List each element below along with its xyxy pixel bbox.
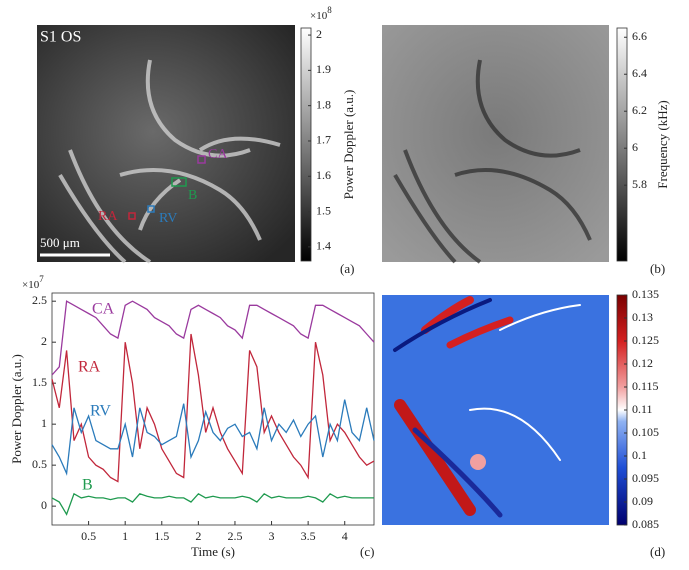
multiplier: ×107 bbox=[22, 274, 44, 290]
x-tick-label: 2.5 bbox=[227, 529, 242, 543]
colorbar-tick-label: 1.8 bbox=[316, 97, 331, 111]
series-line bbox=[51, 399, 375, 476]
roi-label: RV bbox=[159, 211, 177, 226]
y-tick-label: 0 bbox=[41, 498, 47, 512]
roi-b bbox=[171, 177, 187, 187]
multiplier-exponent: 8 bbox=[327, 5, 332, 15]
panel-label: (a) bbox=[340, 261, 354, 276]
series-line bbox=[51, 333, 375, 483]
colorbar-tick-label: 0.12 bbox=[632, 356, 653, 370]
roi-label: RA bbox=[98, 209, 118, 224]
colorbar-tick-label: 6.4 bbox=[632, 66, 647, 80]
colorbar-tick-label: 1.6 bbox=[316, 168, 331, 182]
panel-label: (b) bbox=[650, 261, 665, 276]
multiplier-base: ×10 bbox=[310, 10, 328, 22]
scale-bar-label: 500 μm bbox=[40, 235, 80, 250]
roi-rv bbox=[147, 205, 155, 213]
x-tick-label: 1 bbox=[122, 529, 128, 543]
colorbar-tick-label: 0.085 bbox=[632, 517, 659, 531]
x-axis-label: Time (s) bbox=[191, 544, 235, 559]
series-label: B bbox=[82, 477, 93, 494]
y-tick-label: 1 bbox=[41, 416, 47, 430]
multiplier-exponent: 7 bbox=[39, 274, 44, 284]
y-tick-label: 0.5 bbox=[32, 457, 47, 471]
series-label: RA bbox=[78, 359, 101, 376]
colorbar-tick-label: 6.6 bbox=[632, 29, 647, 43]
series-label: RV bbox=[90, 403, 111, 420]
series-line bbox=[51, 300, 375, 376]
colorbar bbox=[300, 27, 312, 262]
colorbar-tick-label: 0.13 bbox=[632, 310, 653, 324]
multiplier: ×108 bbox=[310, 5, 332, 21]
image-title: S1 OS bbox=[40, 29, 81, 46]
colorbar-tick-label: 1.4 bbox=[316, 239, 331, 253]
colorbar-label: Frequency (kHz) bbox=[655, 100, 670, 188]
y-tick-label: 1.5 bbox=[32, 375, 47, 389]
colorbar-tick-label: 0.09 bbox=[632, 494, 653, 508]
colorbar-label: Power Doppler (a.u.) bbox=[341, 90, 356, 200]
colorbar-tick-label: 6 bbox=[632, 140, 638, 154]
image-d bbox=[382, 295, 609, 525]
colorbar-tick-label: 0.1 bbox=[632, 448, 647, 462]
colorbar-tick-label: 0.095 bbox=[632, 471, 659, 485]
panel-label: (c) bbox=[360, 544, 374, 559]
colorbar-tick-label: 0.125 bbox=[632, 333, 659, 347]
colorbar-tick-label: 2 bbox=[316, 27, 322, 41]
x-tick-label: 0.5 bbox=[81, 529, 96, 543]
colorbar-tick-label: 1.7 bbox=[316, 133, 331, 147]
x-tick-label: 2 bbox=[195, 529, 201, 543]
x-tick-label: 3 bbox=[269, 529, 275, 543]
panel-label: (d) bbox=[650, 544, 665, 559]
roi-label: B bbox=[188, 188, 197, 203]
colorbar-tick-label: 1.9 bbox=[316, 62, 331, 76]
series-label: CA bbox=[92, 301, 115, 318]
colorbar-tick-label: 5.8 bbox=[632, 177, 647, 191]
roi-ca bbox=[197, 155, 206, 164]
colorbar-tick-label: 0.115 bbox=[632, 379, 659, 393]
x-tick-label: 4 bbox=[342, 529, 348, 543]
series-line bbox=[51, 492, 374, 516]
image-b bbox=[382, 25, 609, 264]
colorbar-tick-label: 0.135 bbox=[632, 287, 659, 301]
roi-ra bbox=[128, 212, 136, 220]
x-tick-label: 1.5 bbox=[154, 529, 169, 543]
y-axis-label: Power Doppler (a.u.) bbox=[9, 354, 24, 464]
image-a bbox=[37, 25, 295, 264]
colorbar-tick-label: 1.5 bbox=[316, 203, 331, 217]
colorbar-tick-label: 0.105 bbox=[632, 425, 659, 439]
multiplier-base: ×10 bbox=[22, 279, 40, 291]
colorbar-tick-label: 6.2 bbox=[632, 103, 647, 117]
roi-label: CA bbox=[208, 147, 228, 162]
y-tick-label: 2.5 bbox=[32, 293, 47, 307]
x-tick-label: 3.5 bbox=[301, 529, 316, 543]
colorbar-tick-label: 0.11 bbox=[632, 402, 653, 416]
colorbar bbox=[616, 27, 628, 262]
y-tick-label: 2 bbox=[41, 334, 47, 348]
